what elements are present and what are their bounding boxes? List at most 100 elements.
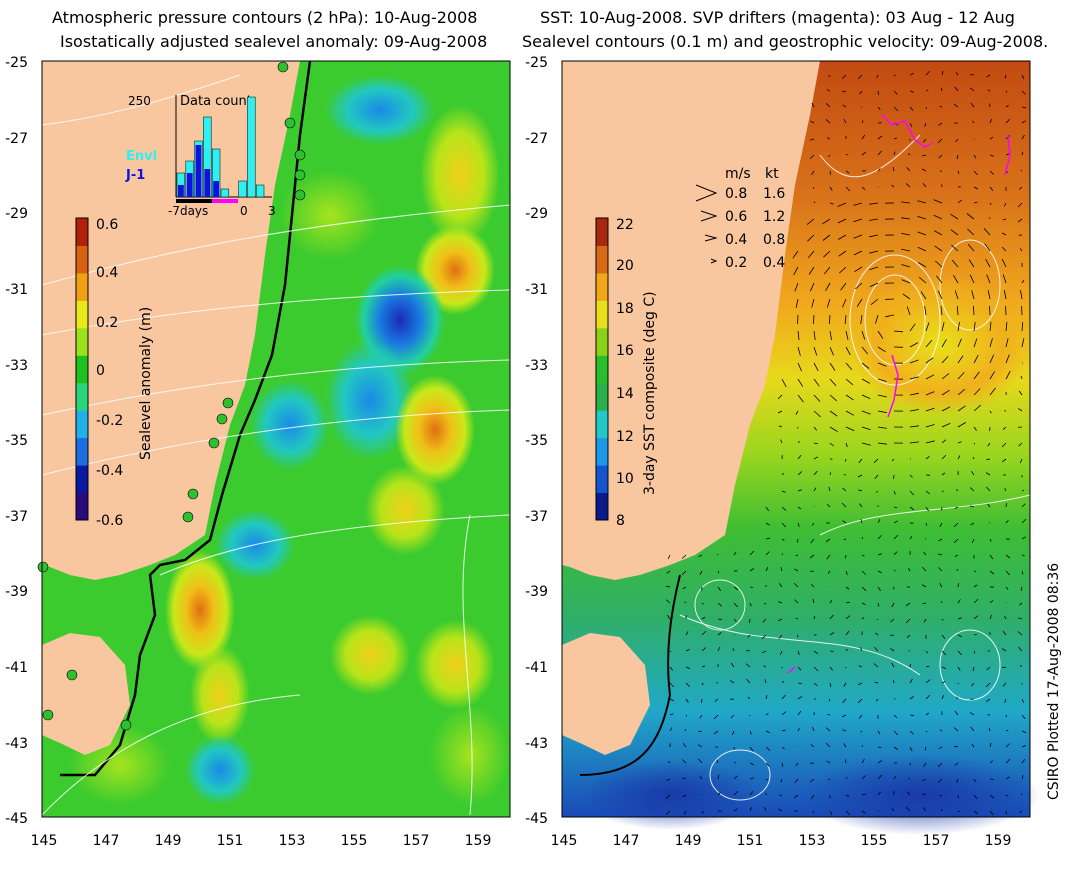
velocity-arrow: [941, 406, 951, 412]
velocity-arrow: [941, 373, 950, 380]
velocity-arrow: [813, 410, 821, 418]
velocity-arrow: [1019, 458, 1023, 464]
inset-xlabel: -7days: [168, 204, 208, 218]
velocity-arrow: [845, 426, 855, 432]
right-cbar-label: 3-day SST composite (deg C): [642, 291, 658, 495]
velocity-arrow: [938, 154, 943, 159]
right-ytick: -39: [525, 584, 548, 600]
velocity-arrow: [989, 217, 991, 220]
velocity-arrow: [666, 570, 671, 574]
velocity-arrow: [909, 323, 916, 332]
velocity-arrow: [875, 698, 879, 702]
velocity-arrow: [1021, 698, 1025, 703]
velocity-arrow: [825, 282, 831, 291]
velocity-arrow: [829, 810, 833, 816]
velocity-arrow: [777, 618, 783, 622]
velocity-arrow: [1021, 730, 1027, 733]
velocity-arrow: [957, 617, 962, 620]
velocity-arrow: [842, 104, 847, 108]
velocity-arrow: [841, 90, 847, 93]
left-xtick: 145: [31, 833, 58, 849]
velocity-arrow: [953, 727, 959, 732]
right-ytick: -29: [525, 206, 548, 222]
right-xtick: 151: [737, 833, 764, 849]
velocity-arrow: [809, 778, 815, 783]
velocity-arrow: [826, 554, 831, 560]
velocity-arrow: [1005, 520, 1009, 524]
right-colorbar-segment: [596, 300, 608, 329]
velocity-arrow: [893, 570, 896, 572]
velocity-arrow: [984, 243, 991, 252]
left-cbar-tick: -0.2: [96, 413, 123, 429]
left-colorbar-segment: [76, 355, 88, 384]
velocity-arrow: [1001, 258, 1007, 268]
right-colorbar-segment: [596, 382, 608, 411]
velocity-arrow: [877, 791, 882, 796]
velocity-arrow: [858, 74, 863, 80]
left-colorbar-segment: [76, 382, 88, 411]
left-ytick: -29: [5, 206, 28, 222]
velocity-arrow: [1005, 321, 1008, 332]
left-title-line1: Atmospheric pressure contours (2 hPa): 1…: [52, 8, 478, 27]
velocity-arrow: [1005, 810, 1007, 815]
velocity-arrow: [669, 666, 674, 671]
velocity-arrow: [951, 259, 959, 268]
velocity-arrow: [972, 120, 975, 124]
velocity-arrow: [733, 602, 738, 608]
velocity-arrow: [813, 378, 820, 387]
velocity-arrow: [901, 217, 911, 220]
velocity-arrow: [973, 650, 976, 654]
velocity-arrow: [826, 760, 831, 764]
velocity-arrow: [917, 231, 927, 236]
velocity-arrow: [780, 567, 783, 572]
left-xtick: 147: [93, 833, 120, 849]
velocity-arrow: [763, 665, 767, 668]
velocity-arrow: [828, 74, 831, 77]
velocity-arrow: [1021, 536, 1027, 540]
velocity-arrow: [845, 777, 848, 780]
velocity-arrow: [917, 216, 927, 220]
left-map: -25 -27 -29 -31 -33 -35 -37 -39 -41 -43 …: [5, 55, 511, 849]
velocity-arrow: [909, 409, 919, 412]
velocity-arrow: [829, 426, 838, 433]
vel-header-kt: kt: [765, 166, 779, 182]
velocity-arrow: [869, 250, 879, 254]
velocity-arrow: [989, 186, 994, 191]
velocity-arrow: [717, 586, 722, 592]
velocity-arrow: [717, 570, 720, 574]
velocity-arrow: [1004, 615, 1007, 620]
velocity-arrow: [917, 246, 927, 252]
velocity-arrow: [933, 230, 943, 236]
velocity-arrow: [781, 729, 786, 732]
velocity-arrow: [669, 650, 672, 653]
right-colorbar-segment: [596, 218, 608, 246]
velocity-arrow: [973, 598, 979, 604]
velocity-arrow: [986, 274, 991, 284]
velocity-arrow: [826, 137, 831, 140]
velocity-arrow: [877, 90, 879, 96]
velocity-arrow: [973, 186, 979, 190]
velocity-arrow: [973, 338, 978, 348]
velocity-arrow: [861, 442, 871, 446]
velocity-arrow: [827, 570, 831, 574]
velocity-arrow: [829, 170, 831, 175]
velocity-arrow: [875, 314, 879, 324]
velocity-arrow: [669, 682, 674, 688]
velocity-arrow: [909, 359, 919, 364]
velocity-arrow: [665, 810, 671, 815]
velocity-arrow: [909, 730, 914, 735]
velocity-arrow: [877, 346, 886, 353]
velocity-arrow: [989, 599, 994, 604]
velocity-arrow: [797, 330, 800, 340]
velocity-arrow: [666, 599, 671, 604]
velocity-arrow: [666, 778, 671, 781]
velocity-arrow: [877, 378, 887, 382]
velocity-arrow: [925, 391, 935, 396]
velocity-arrow: [877, 168, 881, 172]
velocity-arrow: [822, 218, 831, 225]
velocity-arrow: [1005, 586, 1009, 590]
velocity-arrow: [667, 614, 671, 620]
velocity-arrow: [858, 503, 863, 508]
velocity-arrow: [957, 810, 961, 812]
velocity-arrow: [973, 170, 978, 176]
